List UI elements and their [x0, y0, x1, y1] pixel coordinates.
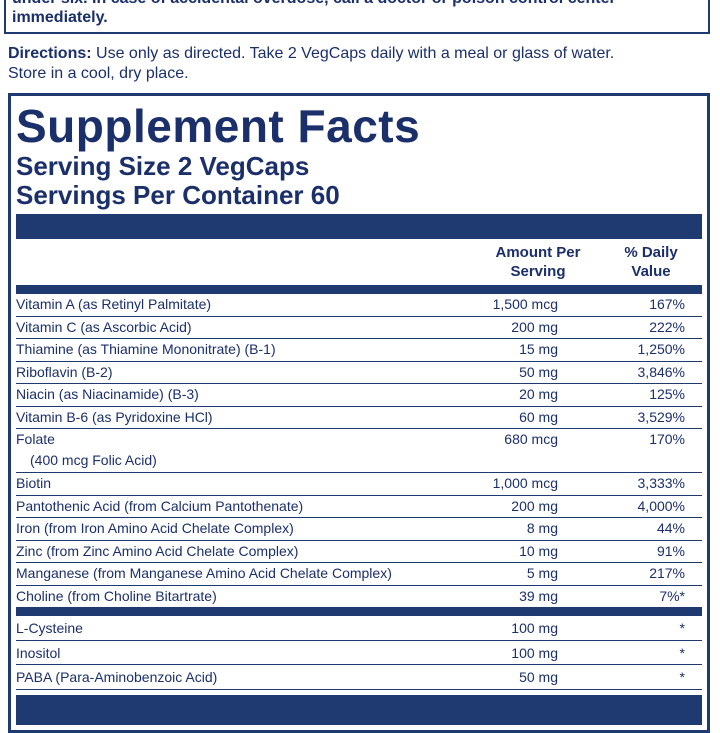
nutrient-row: Biotin 1,000 mcg 3,333%: [16, 473, 702, 496]
amount: 200 mg: [511, 497, 558, 514]
amount: 50 mg: [519, 669, 558, 685]
daily-value: 217%: [649, 565, 685, 581]
directions: Directions: Use only as directed. Take 2…: [8, 44, 614, 84]
warning-text: under six. In case of accidental overdos…: [12, 0, 616, 8]
amount: 20 mg: [519, 386, 558, 402]
nutrient-name: Manganese (from Manganese Amino Acid Che…: [16, 565, 392, 581]
nutrient-row: Manganese (from Manganese Amino Acid Che…: [16, 563, 702, 586]
nutrient-name: Choline (from Choline Bitartrate): [16, 587, 217, 604]
nutrient-row: Thiamine (as Thiamine Mononitrate) (B-1)…: [16, 339, 702, 362]
daily-value: 4,000%: [637, 497, 685, 514]
nutrient-row: Vitamin A (as Retinyl Palmitate) 1,500 mc…: [16, 294, 702, 317]
divider-bar: [16, 214, 702, 239]
nutrient-note: (400 mcg Folic Acid): [30, 452, 157, 468]
daily-value: *: [679, 620, 685, 636]
nutrient-list: Vitamin A (as Retinyl Palmitate) 1,500 mc…: [16, 294, 702, 608]
nutrient-name: Inositol: [16, 644, 61, 661]
panel-title: Supplement Facts: [16, 100, 421, 152]
daily-value: 7%*: [659, 587, 685, 604]
amount: 100 mg: [511, 644, 558, 661]
directions-text: Use only as directed. Take 2 VegCaps dai…: [96, 45, 615, 62]
directions-line: Directions: Use only as directed. Take 2…: [8, 44, 614, 64]
nutrient-row: Iron (from Iron Amino Acid Chelate Compl…: [16, 518, 702, 541]
amount: 60 mg: [519, 408, 558, 425]
nutrient-name: Vitamin B-6 (as Pyridoxine HCl): [16, 408, 213, 425]
nutrient-name: Iron (from Iron Amino Acid Chelate Compl…: [16, 520, 294, 536]
amount: 39 mg: [519, 587, 558, 604]
daily-value: 3,846%: [637, 363, 685, 380]
nutrient-name: Vitamin C (as Ascorbic Acid): [16, 318, 192, 335]
divider-bar: [16, 694, 702, 725]
nutrient-name: Thiamine (as Thiamine Mononitrate) (B-1): [16, 341, 276, 357]
other-list: L-Cysteine 100 mg * Inositol 100 mg * PABA (Pa…: [16, 616, 702, 690]
amount: 1,500 mcg: [492, 296, 558, 312]
divider-bar: [16, 607, 702, 616]
daily-value: 125%: [649, 386, 685, 402]
supplement-facts-panel: Supplement Facts Serving Size 2 VegCaps …: [8, 93, 710, 733]
amount: 10 mg: [519, 542, 558, 559]
directions-line: Store in a cool, dry place.: [8, 65, 189, 82]
daily-value: *: [679, 669, 685, 685]
amount: 680 mcg: [504, 431, 558, 447]
daily-value: 3,529%: [637, 408, 685, 425]
nutrient-name: Pantothenic Acid (from Calcium Pantothen…: [16, 497, 304, 514]
amount: 100 mg: [511, 620, 558, 636]
amount: 15 mg: [519, 341, 558, 357]
warning-box: under six. In case of accidental overdos…: [4, 0, 710, 34]
nutrient-row: Riboflavin (B-2) 50 mg 3,846%: [16, 362, 702, 384]
daily-value: 3,333%: [637, 475, 685, 491]
daily-value: 170%: [649, 431, 685, 447]
daily-value: 44%: [656, 520, 685, 536]
nutrient-row: Zinc (from Zinc Amino Acid Chelate Compl…: [16, 541, 702, 563]
servings-per-container: Servings Per Container 60: [16, 180, 340, 210]
daily-value: 167%: [649, 296, 685, 312]
nutrient-row: Vitamin B-6 (as Pyridoxine HCl) 60 mg 3,52…: [16, 407, 702, 429]
nutrient-name: Niacin (as Niacinamide) (B-3): [16, 386, 199, 402]
daily-value: 1,250%: [637, 341, 685, 357]
serving-size: Serving Size 2 VegCaps: [16, 151, 310, 181]
nutrient-row: Niacin (as Niacinamide) (B-3) 20 mg 125%: [16, 384, 702, 407]
divider-bar: [16, 285, 702, 294]
nutrient-name: Folate: [16, 431, 55, 447]
nutrient-name: Zinc (from Zinc Amino Acid Chelate Compl…: [16, 542, 299, 559]
directions-label: Directions:: [8, 45, 92, 62]
nutrient-row: Vitamin C (as Ascorbic Acid) 200 mg 222%: [16, 317, 702, 339]
nutrient-name: Vitamin A (as Retinyl Palmitate): [16, 296, 212, 312]
nutrient-name: PABA (Para-Aminobenzoic Acid): [16, 669, 218, 685]
amount: 1,000 mcg: [492, 475, 558, 491]
nutrient-name: L-Cysteine: [16, 620, 83, 636]
column-header: Amount Per Serving % Daily Value: [16, 239, 702, 285]
nutrient-row: Folate (400 mcg Folic Acid) 680 mcg 170%: [16, 429, 702, 473]
warning-text: immediately.: [12, 9, 108, 26]
amount-header: Amount Per Serving: [495, 244, 581, 280]
amount: 50 mg: [519, 363, 558, 380]
daily-value: 222%: [649, 318, 685, 335]
amount: 5 mg: [526, 565, 558, 581]
nutrient-row: Pantothenic Acid (from Calcium Pantothen…: [16, 496, 702, 518]
dv-header: % Daily Value: [624, 244, 678, 280]
amount: 200 mg: [511, 318, 558, 335]
daily-value: 91%: [656, 542, 685, 559]
nutrient-name: Biotin: [16, 475, 52, 491]
nutrient-name: Riboflavin (B-2): [16, 363, 113, 380]
daily-value: *: [679, 644, 685, 661]
amount: 8 mg: [526, 520, 558, 536]
nutrient-row: L-Cysteine 100 mg *: [16, 616, 702, 641]
nutrient-row: Inositol 100 mg *: [16, 641, 702, 665]
nutrient-row: Choline (from Choline Bitartrate) 39 mg 7%…: [16, 586, 702, 608]
nutrient-row: PABA (Para-Aminobenzoic Acid) 50 mg *: [16, 665, 702, 690]
